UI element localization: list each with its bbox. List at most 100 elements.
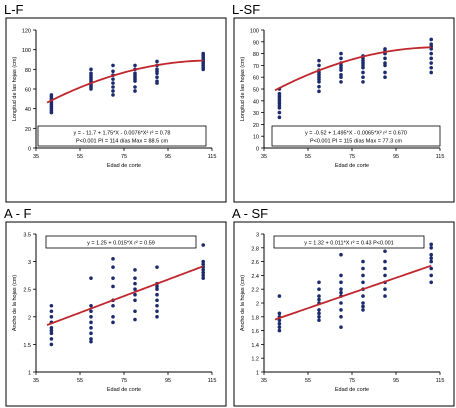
data-point	[429, 242, 433, 247]
x-tick-label: 75	[121, 378, 127, 384]
data-point	[339, 51, 343, 56]
trend-line	[46, 265, 204, 326]
panel-a-sf: A - SF 1 1.2 1.4 1.6 1.8 2 2.2 2.4 2.6 2.8 3 35 55 75…	[228, 204, 456, 408]
data-point	[111, 284, 115, 289]
data-point	[49, 303, 54, 308]
data-point	[201, 259, 205, 264]
data-point	[277, 328, 282, 333]
chart-frame	[233, 17, 455, 203]
y-tick-label: 2.2	[251, 288, 259, 294]
data-point	[429, 273, 433, 278]
y-tick-label: 1.2	[251, 357, 259, 363]
y-tick-label: 3.5	[23, 233, 31, 239]
data-point	[111, 276, 115, 280]
y-tick-label: 20	[253, 123, 259, 129]
data-point	[133, 85, 137, 89]
x-tick-label: 115	[208, 378, 217, 384]
data-point	[383, 273, 387, 278]
data-point	[383, 249, 387, 254]
y-tick-label: 20	[25, 127, 31, 133]
y-tick-label: 1.4	[251, 343, 259, 349]
x-tick-label: 35	[261, 378, 267, 384]
data-point	[111, 320, 115, 325]
data-point	[155, 298, 159, 303]
x-tick-label: 95	[393, 378, 399, 384]
data-point	[277, 294, 282, 298]
data-point	[201, 276, 205, 280]
data-point	[361, 266, 365, 271]
data-point	[111, 265, 115, 269]
data-point	[89, 309, 93, 314]
data-point	[277, 311, 282, 316]
x-tick-label: 75	[349, 154, 355, 160]
data-point	[339, 56, 343, 61]
x-axis-label: Edad de corte	[107, 163, 141, 169]
y-axis-label: Longitud de las hojas (cm)	[240, 57, 246, 122]
panel-title: L-SF	[232, 2, 261, 17]
trend-line	[46, 59, 204, 104]
data-point	[383, 63, 387, 68]
data-point	[89, 339, 93, 344]
data-point	[383, 266, 387, 271]
y-tick-label: 80	[25, 68, 31, 74]
y-tick-label: 2.4	[251, 274, 259, 280]
y-tick-label: 80	[253, 52, 259, 58]
data-point	[317, 318, 321, 323]
data-point	[49, 309, 54, 314]
y-tick-label: 40	[25, 107, 31, 113]
y-tick-label: 30	[253, 111, 259, 117]
data-point	[339, 325, 343, 329]
chart-frame	[233, 221, 455, 407]
data-point	[429, 70, 433, 75]
data-point	[133, 79, 137, 83]
data-point	[339, 315, 343, 319]
y-tick-label: 1.6	[251, 329, 259, 335]
data-point	[155, 303, 159, 308]
data-point	[133, 287, 137, 291]
data-point	[201, 67, 205, 72]
y-tick-label: 100	[22, 48, 31, 54]
trend-line	[274, 264, 432, 321]
data-point	[429, 259, 433, 264]
data-point	[111, 69, 115, 74]
data-point	[339, 290, 343, 295]
data-point	[339, 301, 343, 305]
y-tick-label: 50	[253, 88, 259, 94]
x-axis-label: Edad de corte	[335, 163, 369, 169]
data-point	[89, 67, 93, 72]
data-point	[429, 37, 433, 42]
data-point	[201, 268, 205, 272]
data-point	[339, 80, 343, 84]
data-point	[133, 317, 137, 322]
data-point	[111, 63, 115, 68]
data-point	[155, 81, 159, 85]
data-point	[89, 326, 93, 330]
data-point	[429, 256, 433, 260]
data-point	[361, 70, 365, 75]
data-point	[111, 89, 115, 93]
panel-title: L-F	[4, 2, 24, 17]
panel-title: A - F	[4, 206, 32, 221]
data-point	[89, 331, 93, 336]
data-point	[111, 85, 115, 89]
chart-a-sf: 1 1.2 1.4 1.6 1.8 2 2.2 2.4 2.6 2.8 3 35 55 75 95 115 Ed…	[233, 221, 455, 407]
y-tick-label: 1	[256, 371, 259, 377]
data-point	[89, 303, 93, 308]
y-tick-label: 1	[28, 371, 31, 377]
y-tick-label: 2	[28, 315, 31, 321]
y-axis-label: Ancho de la hojas (cm)	[240, 275, 246, 331]
data-point	[339, 287, 343, 291]
data-point	[339, 308, 343, 312]
equation-text: P<0.001 PI = 114 días Max = 88.5 cm	[76, 139, 168, 145]
data-point	[111, 303, 115, 308]
y-tick-label: 60	[25, 88, 31, 94]
y-tick-label: 60	[253, 76, 259, 82]
data-point	[361, 304, 365, 309]
data-point	[317, 80, 321, 84]
data-point	[277, 318, 282, 323]
data-point	[89, 337, 93, 341]
data-point	[383, 56, 387, 61]
data-point	[383, 287, 387, 291]
data-point	[277, 106, 282, 110]
x-tick-label: 35	[33, 154, 39, 160]
